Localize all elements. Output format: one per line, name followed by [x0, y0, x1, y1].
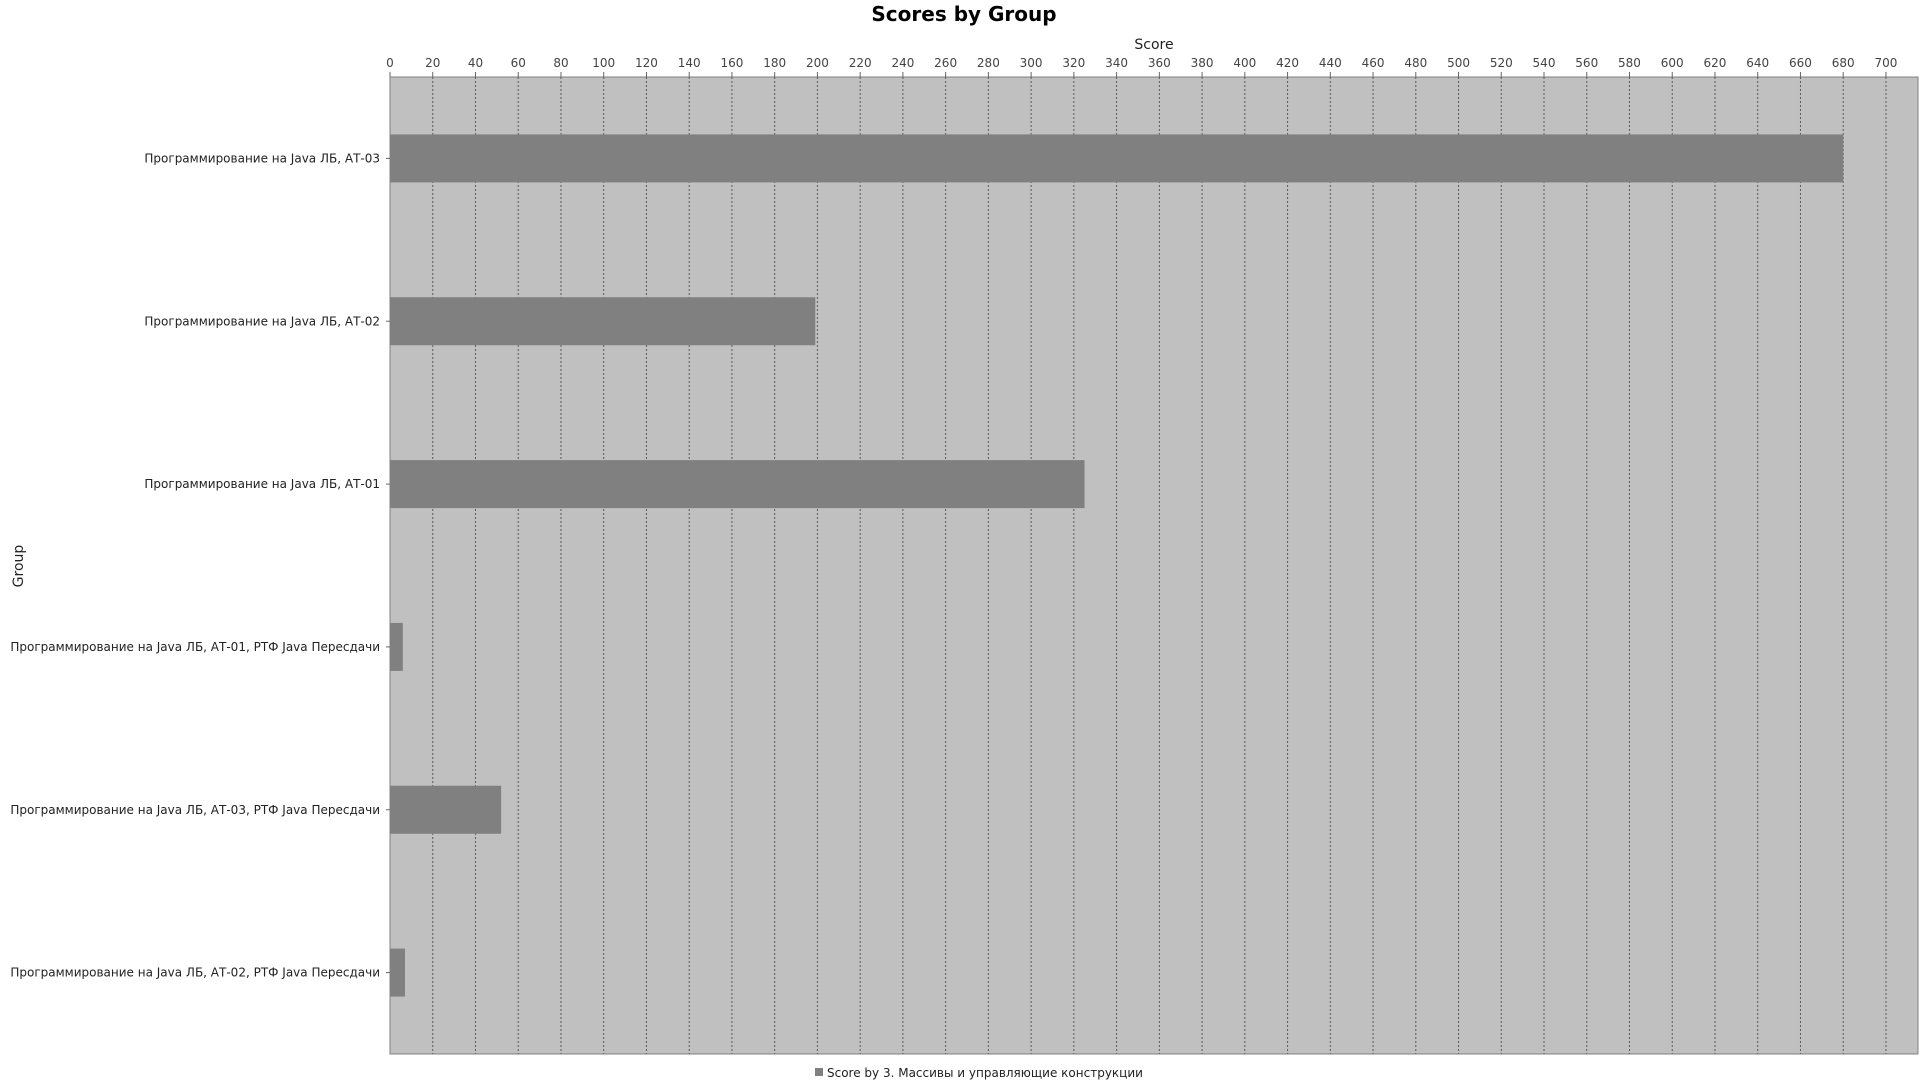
bars-layer: [390, 134, 1844, 997]
x-tick-label: 500: [1447, 56, 1470, 70]
category-labels: Программирование на Java ЛБ, АТ-03 Програ…: [10, 151, 390, 980]
chart-title: Scores by Group: [871, 2, 1056, 26]
x-tick-label: 680: [1832, 56, 1855, 70]
x-tick-label: 240: [891, 56, 914, 70]
legend-swatch: [815, 1068, 823, 1076]
x-tick-label: 380: [1191, 56, 1214, 70]
x-tick-label: 180: [763, 56, 786, 70]
x-tick-label: 700: [1874, 56, 1897, 70]
x-tick-label: 400: [1233, 56, 1256, 70]
x-tick-label: 600: [1661, 56, 1684, 70]
x-tick-label: 560: [1575, 56, 1598, 70]
x-tick-label: 280: [977, 56, 1000, 70]
x-tick-label: 660: [1789, 56, 1812, 70]
x-tick-label: 440: [1319, 56, 1342, 70]
category-label: Программирование на Java ЛБ, АТ-03, РТФ …: [10, 803, 380, 817]
bar: [390, 297, 816, 346]
bar: [390, 460, 1085, 509]
x-tick-label: 640: [1746, 56, 1769, 70]
x-tick-label: 580: [1618, 56, 1641, 70]
y-axis-title: Group: [11, 545, 27, 588]
x-tick-label: 140: [678, 56, 701, 70]
x-axis-ticks: 0 20 40 60 80 100 120 140 160 180 200 220 240 260 280 3…: [386, 56, 1897, 77]
x-tick-label: 0: [386, 56, 394, 70]
x-axis-title: Score: [1134, 37, 1173, 53]
x-tick-label: 160: [720, 56, 743, 70]
x-tick-label: 100: [592, 56, 615, 70]
x-tick-label: 520: [1490, 56, 1513, 70]
bar: [390, 134, 1844, 183]
x-tick-label: 420: [1276, 56, 1299, 70]
bar: [390, 622, 403, 671]
category-label: Программирование на Java ЛБ, АТ-01: [144, 477, 380, 491]
x-tick-label: 40: [468, 56, 483, 70]
bar: [390, 948, 405, 997]
bar: [390, 785, 502, 834]
legend: Score by 3. Массивы и управляющие констр…: [815, 1066, 1143, 1080]
x-tick-label: 260: [934, 56, 957, 70]
x-tick-label: 460: [1362, 56, 1385, 70]
x-tick-label: 320: [1062, 56, 1085, 70]
x-tick-label: 360: [1148, 56, 1171, 70]
x-tick-label: 340: [1105, 56, 1128, 70]
category-label: Программирование на Java ЛБ, АТ-02, РТФ …: [10, 966, 380, 980]
category-label: Программирование на Java ЛБ, АТ-03: [144, 151, 380, 165]
x-tick-label: 60: [511, 56, 526, 70]
x-tick-label: 20: [425, 56, 440, 70]
plot-area: [389, 76, 1919, 1055]
x-tick-label: 620: [1704, 56, 1727, 70]
x-tick-label: 480: [1404, 56, 1427, 70]
category-label: Программирование на Java ЛБ, АТ-01, РТФ …: [10, 640, 380, 654]
x-tick-label: 120: [635, 56, 658, 70]
category-label: Программирование на Java ЛБ, АТ-02: [144, 314, 380, 328]
x-tick-label: 540: [1533, 56, 1556, 70]
x-tick-label: 300: [1020, 56, 1043, 70]
x-tick-label: 220: [849, 56, 872, 70]
x-tick-label: 200: [806, 56, 829, 70]
legend-label: Score by 3. Массивы и управляющие констр…: [827, 1066, 1143, 1080]
x-tick-label: 80: [553, 56, 568, 70]
grid-layer: [432, 77, 1887, 1054]
